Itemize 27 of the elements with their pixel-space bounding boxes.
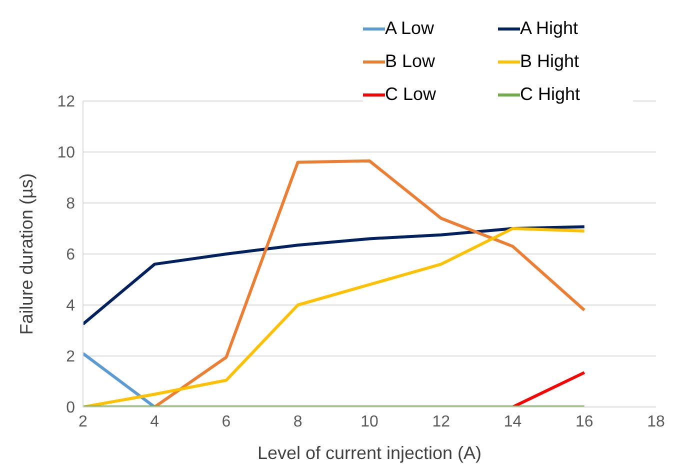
x-tick-label: 12 [432,413,450,430]
legend-label: C Low [385,84,436,105]
x-tick-label: 8 [293,413,302,430]
y-tick-label: 0 [66,400,76,417]
x-tick-label: 16 [575,413,594,430]
line-series [153,159,586,407]
y-axis-title: Failure duration (µs) [16,173,36,335]
y-tick-label: 8 [66,196,76,213]
x-tick-label: 10 [360,413,378,430]
y-tick-label: 4 [66,298,76,315]
x-tick-label: 4 [150,413,160,430]
y-tick-label: 6 [66,246,76,264]
y-tick-label: 12 [57,94,76,111]
line-series [83,225,586,326]
x-tick-label: 18 [647,413,665,430]
y-tick-label: 10 [57,144,76,162]
legend-label: B Hight [520,51,580,72]
legend-label: C Hight [520,84,580,105]
x-axis-title: Level of current injection (A) [257,443,482,463]
x-tick-label: 6 [222,413,231,430]
line-series [83,227,586,407]
legend-label: A Low [385,18,434,39]
legend-label: A Hight [520,18,578,39]
x-tick-label: 2 [78,413,88,430]
legend-label: B Low [385,51,436,72]
y-tick-label: 2 [66,348,76,366]
x-tick-label: 14 [504,413,522,430]
